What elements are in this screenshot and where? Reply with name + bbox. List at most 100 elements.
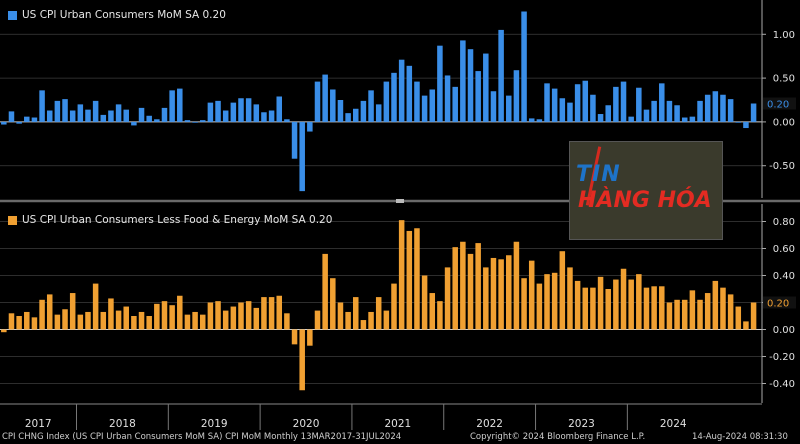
bottom-bar [138, 311, 145, 330]
top-bar [352, 108, 359, 122]
top-bar [536, 119, 543, 122]
top-bar [77, 104, 84, 122]
top-bar [605, 105, 611, 122]
bottom-bar [92, 283, 99, 330]
bottom-panel: 0.800.600.400.200.00-0.20-0.400.20 [0, 204, 796, 403]
top-tick-label: 0.50 [773, 74, 795, 85]
bottom-bar [337, 302, 344, 330]
bottom-bar [490, 257, 497, 330]
bottom-bar [368, 311, 374, 330]
top-bar [659, 83, 665, 122]
top-bar [582, 80, 589, 122]
top-bar [138, 107, 145, 122]
year-label: 2021 [384, 418, 411, 430]
top-bar [330, 89, 336, 122]
top-bar [322, 74, 328, 122]
top-bar [513, 70, 520, 122]
top-bar [39, 90, 45, 122]
top-bar [291, 121, 298, 159]
year-label: 2018 [109, 418, 136, 430]
bottom-bar [391, 283, 397, 330]
bottom-bar [222, 310, 229, 330]
bottom-bar [177, 295, 183, 330]
year-label: 2023 [568, 418, 595, 430]
top-bar [1, 121, 7, 125]
top-bar [651, 100, 657, 122]
bottom-bar [115, 310, 122, 330]
top-bar [207, 102, 214, 122]
top-bar [307, 121, 313, 132]
top-bar [115, 104, 122, 122]
bottom-tick-label: 0.80 [773, 217, 795, 228]
bottom-bar [521, 278, 527, 330]
bottom-bar [444, 267, 451, 330]
top-bar [222, 110, 229, 122]
bottom-bar [85, 311, 91, 330]
year-label: 2017 [25, 418, 52, 430]
top-bar [299, 121, 305, 192]
bottom-bar [345, 311, 351, 330]
bottom-bar [307, 329, 313, 346]
bottom-bar [643, 287, 650, 330]
bottom-bar [154, 303, 160, 330]
bottom-bar [192, 311, 198, 330]
top-bar [720, 94, 726, 122]
bottom-last-value: 0.20 [767, 299, 789, 310]
top-bar [215, 100, 221, 122]
top-last-value-box [763, 97, 796, 110]
bottom-bar [460, 241, 466, 330]
bottom-bar [123, 306, 129, 330]
bottom-bar [398, 220, 405, 330]
bottom-legend-text: US CPI Urban Consumers Less Food & Energ… [22, 214, 333, 226]
bottom-bar [567, 267, 573, 330]
bottom-bar [681, 299, 688, 330]
bottom-bar [697, 299, 703, 330]
top-bar [337, 100, 344, 122]
bottom-bar [108, 298, 114, 330]
top-bar [375, 104, 382, 122]
top-bar [421, 95, 428, 122]
top-bar [383, 81, 390, 122]
top-bar [735, 121, 742, 123]
bottom-bar [184, 314, 191, 330]
top-bar [360, 100, 367, 122]
bottom-bar [24, 311, 30, 330]
top-bar [697, 100, 703, 122]
bottom-bar [636, 274, 642, 330]
top-bar [498, 29, 504, 122]
top-bar [31, 117, 38, 122]
top-bar [398, 59, 405, 122]
top-bar [597, 114, 604, 122]
year-label: 2022 [476, 418, 503, 430]
top-panel: 1.00 0.50 0.00 -0.50 0.20 [0, 0, 796, 198]
bottom-bar [704, 293, 711, 330]
top-tick-label: 1.00 [773, 30, 795, 41]
bottom-bar [284, 313, 290, 330]
top-bar [666, 100, 673, 122]
top-bar [199, 120, 206, 122]
bottom-bar [31, 317, 38, 330]
top-bar [727, 99, 734, 122]
top-tick-label: 0.00 [773, 117, 795, 128]
top-bar [261, 112, 267, 122]
bottom-bar [467, 253, 474, 330]
bottom-bar [689, 290, 696, 330]
bottom-bar [383, 310, 390, 330]
top-bar [8, 111, 15, 122]
top-bar [567, 102, 573, 122]
bottom-bar [597, 276, 604, 330]
bottom-bar [651, 286, 657, 330]
top-legend-text: US CPI Urban Consumers MoM SA 0.20 [22, 9, 226, 21]
bottom-bar [590, 287, 596, 330]
year-label: 2019 [201, 418, 228, 430]
footer: CPI CHNG Index (US CPI Urban Consumers M… [0, 431, 800, 444]
bottom-bar [429, 293, 436, 330]
top-bar [284, 119, 290, 122]
bottom-bar [322, 253, 328, 330]
top-bar [238, 98, 244, 122]
bottom-bar [551, 272, 558, 330]
top-bar [391, 72, 397, 122]
top-bar [460, 40, 466, 122]
top-bar [253, 104, 260, 122]
bottom-bar [352, 297, 359, 330]
